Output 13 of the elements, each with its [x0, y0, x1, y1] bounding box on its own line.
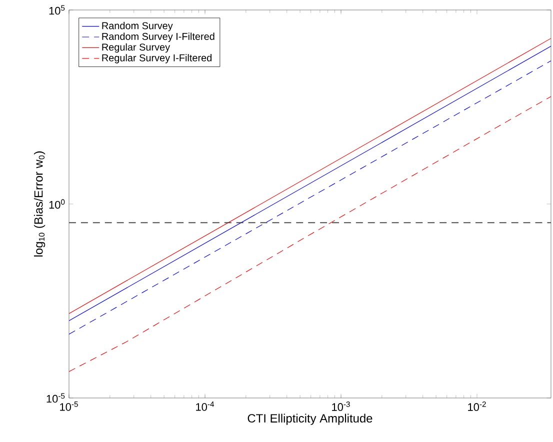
- x-axis-title: CTI Ellipticity Amplitude: [248, 414, 372, 425]
- y-tick-label: 10$^{5}$: [49, 5, 65, 15]
- legend-label: Random Survey I-Filtered: [102, 32, 214, 42]
- x-tick-label: 10$^{-2}$: [468, 402, 486, 411]
- legend-label: Regular Survey I-Filtered: [102, 54, 212, 64]
- x-tick-label: 10$^{-4}$: [196, 402, 214, 411]
- y-axis-title: log$_{10}$ (Bias/Error w$_{0}$): [34, 151, 46, 256]
- y-tick-label: 10$^{0}$: [49, 199, 65, 209]
- x-tick-label: 10$^{-3}$: [332, 402, 350, 411]
- legend-label: Regular Survey: [102, 43, 170, 53]
- x-tick-label: 10$^{-5}$: [60, 402, 78, 411]
- y-tick-label: 10$^{-5}$: [46, 393, 65, 403]
- legend-label: Random Survey: [102, 22, 173, 32]
